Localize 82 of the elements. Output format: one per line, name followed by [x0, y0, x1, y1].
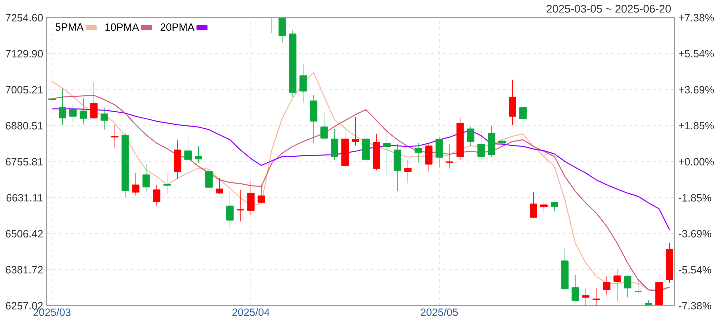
candlestick: [206, 169, 213, 193]
candlestick: [572, 274, 580, 302]
candlestick: [624, 274, 632, 298]
y-tick-label: 6257.02: [6, 302, 43, 310]
candlestick: [362, 130, 370, 162]
y2-tick-label: +3.69%: [679, 86, 714, 94]
candlestick: [425, 143, 433, 172]
candlestick: [100, 108, 108, 130]
candlestick: [111, 124, 119, 148]
candlestick: [383, 133, 391, 176]
candlestick: [645, 300, 653, 306]
candlestick: [320, 113, 328, 140]
candlestick: [258, 184, 266, 204]
candlestick: [550, 202, 558, 212]
y2-tick-label: +1.85%: [679, 122, 714, 130]
candlestick: [436, 137, 444, 168]
y2-tick-label: -7.38%: [678, 302, 712, 310]
candlestick: [372, 134, 380, 171]
candlestick: [509, 80, 516, 126]
candlestick: [394, 144, 402, 192]
candlestick: [342, 126, 350, 168]
y-tick-label: 6381.72: [6, 266, 43, 274]
y-tick-label: 6880.51: [6, 122, 43, 130]
candlestick: [58, 88, 66, 126]
y-tick-label: 6755.81: [6, 158, 43, 166]
candlestick: [488, 126, 496, 158]
candlestick: [331, 128, 339, 160]
candlestick: [226, 190, 234, 230]
y2-tick-label: +0.00%: [679, 158, 714, 166]
candlestick: [540, 202, 548, 214]
y2-tick-label: +7.38%: [679, 14, 714, 22]
x-tick-label: 2025/03: [34, 308, 71, 316]
candlestick: [80, 98, 88, 124]
legend-label: 5PMA: [56, 24, 84, 32]
candlestick: [414, 143, 422, 164]
candlestick: [153, 184, 161, 206]
candlestick: [236, 190, 244, 222]
candlestick: [498, 132, 506, 155]
candlestick: [561, 248, 569, 290]
candlestick: [300, 64, 308, 104]
candlestick: [656, 274, 664, 306]
candlestick: [122, 133, 130, 198]
y-tick-label: 7129.90: [6, 50, 44, 58]
candlestick: [614, 270, 622, 302]
candlestick: [446, 144, 454, 169]
candlestick: [404, 160, 412, 184]
candlestick: [634, 279, 642, 295]
y2-tick-label: +5.54%: [679, 50, 714, 58]
candlestick: [216, 178, 224, 194]
y2-tick-label: -1.85%: [678, 194, 712, 202]
candlestick: [530, 192, 538, 218]
y-tick-label: 7254.60: [6, 14, 44, 22]
chart-subtitle: 2025-03-05 ~ 2025-06-20: [546, 5, 672, 13]
candlestick: [268, 18, 276, 34]
legend-label: 10PMA: [106, 24, 140, 32]
candlestick: [247, 181, 255, 216]
y-tick-label: 6631.11: [6, 194, 43, 202]
candlestick: [352, 117, 360, 146]
y2-tick-label: -5.54%: [678, 266, 712, 274]
candlestick: [520, 106, 527, 136]
candlestick: [289, 30, 297, 98]
y-tick-label: 7005.21: [6, 86, 43, 94]
x-tick-label: 2025/04: [232, 308, 270, 316]
legend-label: 20PMA: [160, 24, 195, 32]
candlestick: [184, 134, 192, 164]
candlestick: [603, 276, 611, 296]
candlestick: [142, 164, 150, 192]
candlestick: [310, 94, 318, 144]
candlestick: [132, 172, 140, 196]
candlestick: [478, 130, 486, 160]
y-tick-label: 6506.42: [6, 230, 43, 238]
candlestick: [164, 172, 172, 194]
candlestick: [174, 140, 182, 180]
y2-tick-label: -3.69%: [678, 230, 712, 238]
candlestick: [456, 118, 464, 160]
candlestick: [90, 82, 98, 120]
candlestick: [48, 79, 56, 106]
candlestick: [666, 243, 674, 284]
candlestick: [467, 126, 475, 146]
candlestick: [195, 146, 202, 164]
x-tick-label: 2025/05: [421, 308, 458, 316]
candlestick: [69, 105, 77, 123]
